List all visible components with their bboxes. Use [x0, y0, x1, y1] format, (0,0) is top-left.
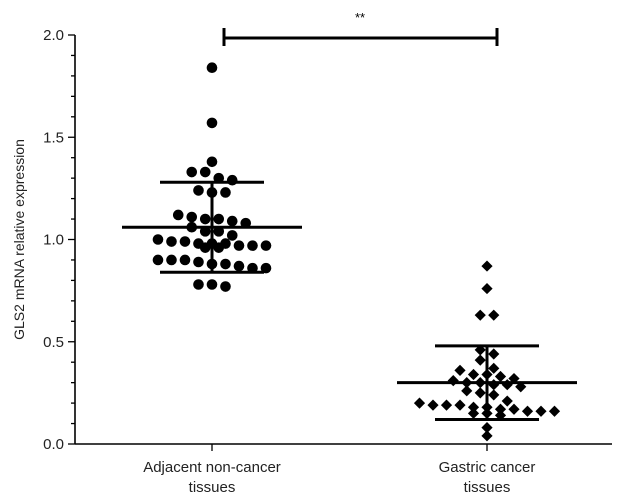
data-point-circle	[186, 211, 198, 223]
data-point-diamond	[488, 348, 500, 360]
data-point-diamond	[548, 405, 561, 417]
data-point-circle	[260, 240, 272, 251]
data-point-circle	[206, 156, 218, 168]
data-point-diamond	[440, 399, 453, 411]
data-point-diamond	[474, 387, 486, 399]
x-category-label-line: Adjacent non-cancer	[143, 459, 281, 476]
x-category-label: Adjacent non-cancer tissues	[143, 459, 281, 496]
data-point-diamond	[501, 395, 513, 407]
data-point-diamond	[535, 405, 547, 417]
axes	[68, 34, 612, 451]
data-point-diamond	[488, 379, 500, 391]
data-point-diamond	[521, 405, 534, 417]
series-layer	[122, 62, 577, 442]
data-point-circle	[226, 230, 238, 241]
data-point-circle	[199, 213, 211, 225]
y-tick-label: 0.0	[43, 436, 64, 453]
x-category-label-line: tissues	[464, 479, 511, 496]
y-tick-label: 1.0	[43, 232, 64, 249]
y-tick-label: 0.5	[43, 334, 64, 351]
data-point-diamond	[481, 430, 493, 442]
data-point-diamond	[474, 309, 486, 321]
data-point-circle	[213, 242, 225, 253]
data-point-circle	[193, 185, 204, 196]
data-point-diamond	[488, 389, 500, 401]
data-point-diamond	[413, 397, 426, 409]
data-point-circle	[213, 213, 225, 225]
data-point-diamond	[447, 375, 459, 387]
data-point-circle	[233, 240, 245, 251]
data-point-circle	[220, 187, 231, 198]
x-category-label-line: tissues	[189, 479, 236, 496]
data-point-circle	[172, 209, 184, 221]
y-axis-title: GLS2 mRNA relative expression	[11, 139, 27, 340]
y-tick-label: 2.0	[43, 27, 64, 44]
data-point-circle	[166, 236, 177, 247]
data-point-circle	[199, 166, 211, 178]
data-point-circle	[179, 254, 191, 266]
data-point-circle	[152, 254, 164, 266]
data-point-diamond	[474, 354, 486, 366]
data-point-diamond	[454, 364, 466, 376]
data-point-circle	[247, 240, 258, 251]
data-point-diamond	[481, 282, 493, 295]
data-point-diamond	[488, 309, 500, 321]
data-point-circle	[206, 62, 218, 74]
data-point-circle	[206, 279, 218, 290]
x-category-label: Gastric cancer tissues	[439, 459, 536, 496]
data-point-circle	[233, 260, 245, 272]
data-point-diamond	[467, 368, 480, 381]
labels: 0.0 0.5 1.0 1.5 2.0 Adjacent non-cancer tissue…	[11, 10, 535, 496]
data-point-diamond	[467, 407, 480, 419]
data-point-circle	[206, 117, 218, 129]
data-point-diamond	[494, 370, 507, 383]
data-point-circle	[179, 236, 191, 247]
data-point-circle	[220, 258, 231, 270]
x-category-label-line: Gastric cancer	[439, 459, 536, 476]
data-point-circle	[226, 215, 238, 227]
data-point-circle	[193, 279, 204, 290]
data-point-circle	[220, 281, 231, 292]
data-point-diamond	[494, 403, 507, 415]
data-point-diamond	[481, 260, 493, 272]
data-point-diamond	[427, 399, 439, 411]
significance-label: **	[355, 10, 365, 25]
data-point-circle	[186, 166, 198, 178]
data-point-diamond	[461, 385, 473, 397]
data-point-diamond	[488, 362, 500, 374]
data-point-diamond	[454, 399, 466, 411]
data-point-circle	[166, 254, 177, 266]
data-point-diamond	[467, 401, 480, 413]
data-point-circle	[193, 256, 204, 268]
data-point-diamond	[481, 422, 493, 434]
data-point-diamond	[508, 403, 520, 415]
data-point-circle	[199, 242, 211, 253]
y-tick-label: 1.5	[43, 129, 64, 146]
data-point-circle	[152, 234, 164, 245]
data-point-circle	[226, 174, 238, 186]
